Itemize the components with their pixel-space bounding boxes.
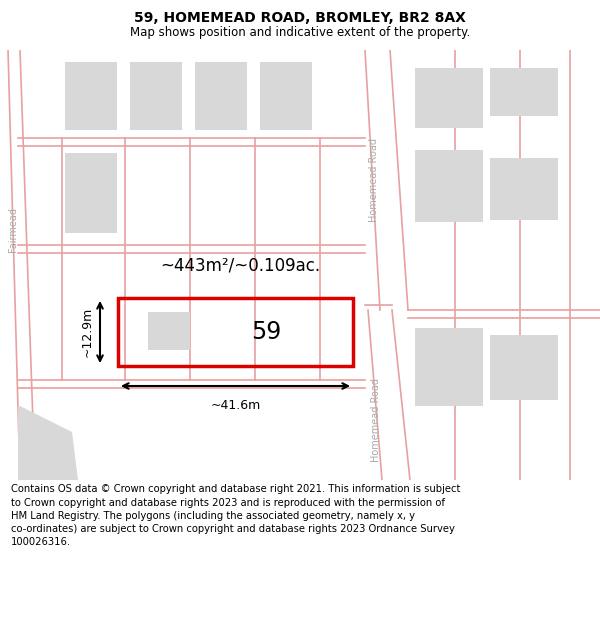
Bar: [148, 312, 190, 350]
Bar: [65, 62, 117, 130]
Text: Fairmead: Fairmead: [8, 208, 18, 252]
Text: ~443m²/~0.109ac.: ~443m²/~0.109ac.: [160, 257, 320, 275]
Text: Homemead Road: Homemead Road: [371, 378, 381, 462]
Text: ~12.9m: ~12.9m: [81, 307, 94, 357]
Polygon shape: [18, 405, 78, 480]
Text: ~41.6m: ~41.6m: [211, 399, 260, 412]
Bar: [490, 68, 558, 116]
Bar: [130, 62, 182, 130]
Bar: [65, 153, 117, 233]
Bar: [490, 335, 558, 400]
Bar: [415, 150, 483, 222]
Bar: [195, 62, 247, 130]
Text: Map shows position and indicative extent of the property.: Map shows position and indicative extent…: [130, 26, 470, 39]
Text: Homemead Road: Homemead Road: [369, 138, 379, 222]
Bar: [490, 158, 558, 220]
Bar: [415, 328, 483, 406]
Text: Contains OS data © Crown copyright and database right 2021. This information is : Contains OS data © Crown copyright and d…: [11, 484, 460, 547]
Bar: [415, 68, 483, 128]
Bar: [260, 62, 312, 130]
Text: 59, HOMEMEAD ROAD, BROMLEY, BR2 8AX: 59, HOMEMEAD ROAD, BROMLEY, BR2 8AX: [134, 11, 466, 25]
Text: 59: 59: [251, 320, 281, 344]
Bar: [118, 298, 353, 366]
